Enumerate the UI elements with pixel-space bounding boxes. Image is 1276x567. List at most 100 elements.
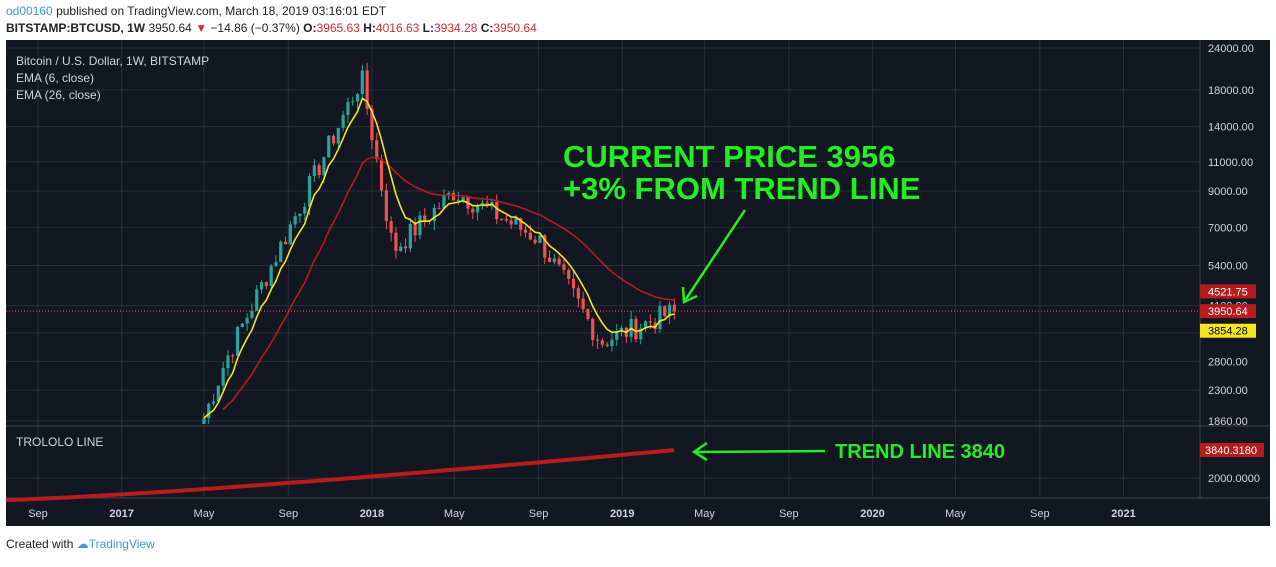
candle-body: [643, 321, 648, 329]
candle-body: [351, 101, 355, 103]
annotation-current-price: CURRENT PRICE 3956: [563, 139, 895, 174]
candle-body: [346, 102, 350, 115]
candle-body: [456, 199, 460, 201]
candle-body: [437, 207, 441, 209]
candle-body: [384, 190, 388, 221]
published-text: published on TradingView.com, March 18, …: [56, 4, 387, 18]
tradingview-brand[interactable]: TradingView: [88, 537, 155, 551]
x-tick-label: May: [945, 508, 966, 520]
down-arrow-icon: ▼: [195, 21, 208, 35]
chart-background: [6, 40, 1270, 526]
candle-body: [327, 135, 331, 158]
candle-body: [658, 306, 662, 330]
candle-body: [432, 207, 436, 222]
candle-body: [475, 206, 480, 213]
candle-body: [394, 232, 398, 252]
candle-body: [403, 246, 408, 249]
candle-body: [595, 339, 600, 341]
close-value: 3950.64: [493, 21, 537, 35]
candle-body: [250, 310, 254, 318]
candle-body: [355, 93, 360, 102]
tradingview-logo-icon[interactable]: ☁: [76, 537, 89, 551]
candle-body: [615, 330, 619, 340]
price-change: −14.86 (−0.37%): [210, 21, 300, 35]
x-tick-label: May: [444, 508, 465, 520]
ohlc-line: BITSTAMP:BTCUSD, 1W 3950.64 ▼ −14.86 (−0…: [6, 21, 537, 35]
trend-badge: 3840.3180: [1205, 445, 1257, 457]
ema-short-badge: 3854.28: [1208, 326, 1248, 338]
candle-body: [557, 258, 561, 265]
publish-info: od00160 published on TradingView.com, Ma…: [6, 4, 386, 18]
candle-body: [485, 202, 489, 207]
x-tick-label: May: [694, 508, 715, 520]
candle-body: [495, 202, 499, 220]
candle-body: [375, 140, 379, 160]
candle-body: [264, 282, 268, 287]
high-label: H:: [363, 21, 376, 35]
candle-body: [514, 218, 518, 225]
low-value: 3934.28: [433, 21, 478, 35]
candle-body: [413, 223, 417, 236]
candle-body: [571, 278, 576, 289]
candle-body: [331, 135, 336, 144]
legend-ema-long: EMA (26, close): [16, 88, 101, 102]
candle-body: [447, 192, 451, 196]
y-tick-label: 11000.00: [1208, 157, 1253, 169]
candle-body: [245, 317, 249, 324]
annotations-group: CURRENT PRICE 3956+3% FROM TREND LINE TRE…: [563, 139, 1005, 463]
candle-body: [461, 197, 465, 200]
trend-badge-bg: [1200, 443, 1264, 457]
grid-lines: [6, 40, 1270, 499]
candle-body: [279, 241, 283, 263]
y-tick-label: 24000.00: [1208, 43, 1254, 55]
open-label: O:: [303, 21, 317, 35]
trend-line-group: [5, 448, 675, 502]
y-tick-label: 2800.00: [1208, 356, 1248, 368]
annotation-arrow-current: [682, 209, 747, 303]
candle-body: [567, 269, 571, 279]
candle-body: [370, 108, 374, 141]
axes-group: 1860.002300.002800.003400.004100.005400.…: [28, 43, 1264, 520]
trend-tick-label: 2000.0000: [1208, 473, 1260, 485]
x-tick-label: Sep: [529, 508, 549, 520]
candle-body: [605, 344, 609, 347]
last-price-badge-bg: [1200, 304, 1256, 319]
x-tick-label: 2019: [610, 508, 634, 520]
candle-body: [360, 70, 364, 94]
candle-body: [509, 220, 513, 225]
candle-body: [269, 265, 273, 287]
candle-body: [399, 246, 403, 252]
candle-body: [533, 239, 537, 243]
y-tick-label: 7000.00: [1208, 223, 1248, 235]
sub-pane-label: TROLOLO LINE: [16, 435, 103, 449]
created-with-text: Created with: [6, 537, 74, 551]
annotation-trend-line: TREND LINE 3840: [835, 441, 1005, 463]
candle-body: [231, 355, 235, 357]
candle-body: [442, 195, 446, 208]
candle-body: [538, 235, 542, 243]
candle-body: [303, 206, 307, 214]
candle-body: [288, 224, 292, 245]
candle-body: [499, 219, 504, 221]
candle-body: [408, 223, 412, 249]
candle-body: [591, 319, 595, 340]
candle-body: [471, 208, 475, 213]
candle-body: [255, 289, 259, 311]
candle-body: [202, 418, 206, 424]
candle-body: [312, 165, 316, 177]
candle-body: [504, 219, 508, 221]
candle-body: [283, 241, 288, 245]
low-label: L:: [422, 21, 434, 35]
close-label: C:: [480, 21, 494, 35]
trolololine: [5, 448, 675, 502]
candle-body: [298, 213, 302, 217]
last-price-badge: 3950.64: [1208, 306, 1248, 318]
candle-body: [379, 159, 384, 191]
author-link[interactable]: od00160: [6, 4, 53, 18]
legend-title: Bitcoin / U.S. Dollar, 1W, BITSTAMP: [16, 54, 209, 68]
x-tick-label: May: [194, 508, 215, 520]
symbol-label: BITSTAMP:BTCUSD, 1W: [6, 21, 146, 35]
x-tick-label: Sep: [779, 508, 799, 520]
